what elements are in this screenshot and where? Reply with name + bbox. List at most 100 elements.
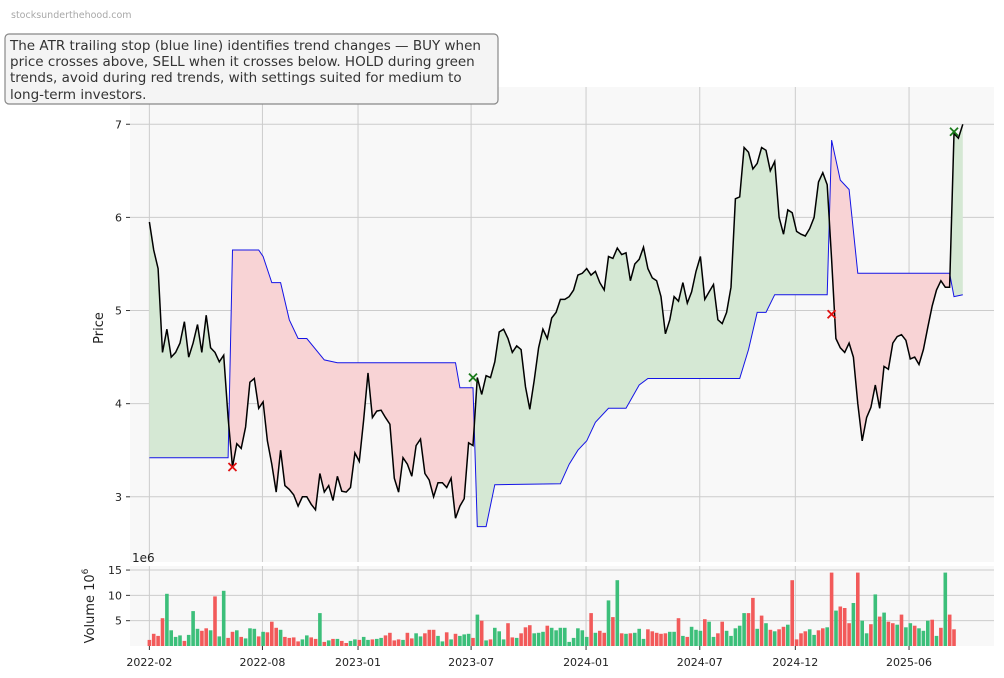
volume-bar-down: [388, 632, 392, 646]
volume-bar-up: [729, 635, 733, 646]
volume-bar-down: [803, 631, 808, 646]
volume-bar-down: [287, 637, 292, 646]
volume-bar-down: [790, 580, 794, 646]
volume-bar-up: [462, 634, 466, 646]
volume-bar-up: [772, 631, 777, 646]
volume-bar-down: [877, 616, 882, 646]
volume-bar-down: [663, 633, 668, 646]
sell-signal-marker: [826, 309, 837, 319]
volume-bar-down: [646, 629, 650, 646]
volume-bar-down: [912, 625, 917, 646]
volume-bar-down: [270, 621, 274, 646]
volume-bar-down: [239, 636, 243, 646]
volume-bar-up: [335, 638, 340, 646]
volume-bar-up: [375, 638, 379, 646]
volume-bar-up: [584, 636, 589, 646]
volume-bar-up: [873, 594, 878, 646]
buy-signal-marker: [949, 127, 959, 137]
volume-bar-down: [528, 625, 532, 646]
volume-bar-up: [497, 631, 501, 646]
volume-bar-up: [558, 627, 563, 646]
buy-signal-marker: [468, 372, 478, 383]
signal-markers: [227, 127, 959, 472]
volume-bar-up: [926, 620, 930, 646]
volume-bar-down: [296, 641, 300, 646]
watermark: stocksunderthehood.com: [11, 10, 132, 21]
volume-bar-up: [353, 639, 357, 646]
price-tick-label: 6: [115, 211, 122, 224]
volume-bar-down: [309, 637, 313, 646]
volume-bar-up: [668, 631, 672, 646]
annotation-frame: [4, 33, 499, 105]
volume-bar-up: [921, 630, 926, 646]
volume-bar-down: [799, 633, 803, 646]
annotation-line-4: long-term investors.: [10, 87, 146, 103]
date-tick-label: 2022-08: [239, 656, 285, 669]
volume-bar-up: [908, 623, 913, 646]
volume-bar-down: [777, 629, 781, 646]
volume-tick-label: 15: [108, 564, 122, 577]
volume-bar-down: [396, 639, 401, 646]
volume-bar-up: [305, 635, 309, 646]
volume-bar-down: [869, 624, 873, 646]
volume-bar-up: [733, 628, 738, 646]
volume-bar-down: [746, 613, 751, 646]
volume-bar-down: [720, 621, 724, 646]
volume-bar-down: [598, 630, 602, 646]
volume-bar-down: [147, 639, 152, 646]
volume-panel: 5 10 15 1e6 Volume 106 2022-02 2022-08 2023-…: [81, 551, 994, 669]
bullish-fill: [149, 222, 229, 458]
volume-bar-down: [650, 631, 655, 646]
volume-bar-up: [904, 627, 908, 646]
volume-bar-up: [191, 611, 195, 646]
volume-bar-up: [466, 633, 471, 646]
volume-bar-up: [252, 628, 257, 646]
volume-bar-down: [510, 637, 515, 646]
volume-bar-up: [484, 640, 488, 646]
price-tick-label: 4: [115, 398, 122, 411]
volume-bar-up: [860, 620, 864, 646]
volume-bar-down: [589, 613, 593, 646]
volume-bar-up: [475, 614, 480, 646]
volume-bar-up: [554, 630, 558, 646]
volume-bar-down: [703, 619, 707, 646]
volume-bar-up: [864, 633, 869, 646]
volume-bar-down: [313, 638, 318, 646]
volume-bar-up: [366, 639, 370, 646]
price-y-ticks: 3 4 5 6 7: [115, 118, 130, 504]
volume-bar-up: [812, 634, 816, 646]
volume-y-ticks: 5 10 15: [108, 564, 130, 628]
annotation-line-1: The ATR trailing stop (blue line) identi…: [9, 38, 481, 54]
volume-bar-down: [383, 635, 388, 646]
volume-bar-down: [842, 608, 847, 646]
volume-bar-up: [414, 633, 418, 646]
volume-bar-up: [361, 636, 366, 646]
volume-bar-down: [886, 621, 891, 646]
volume-bar-up: [943, 572, 948, 646]
volume-axis-label: Volume 106: [81, 568, 98, 643]
volume-bar-down: [427, 629, 432, 646]
volume-bar-down: [200, 630, 204, 646]
volume-bar-down: [716, 633, 720, 646]
volume-bar-down: [370, 639, 375, 646]
volume-bar-up: [917, 628, 921, 646]
sell-signal-marker: [227, 462, 238, 472]
volume-bar-down: [444, 632, 449, 646]
volume-bar-down: [847, 623, 851, 646]
volume-tick-label: 10: [108, 589, 122, 602]
volume-bar-down: [405, 632, 410, 646]
volume-bar-up: [532, 633, 536, 646]
volume-bar-up: [689, 626, 694, 646]
price-tick-label: 5: [115, 305, 122, 318]
volume-bar-down: [357, 639, 362, 646]
volume-bar-up: [698, 630, 703, 646]
volume-bar-up: [707, 621, 711, 646]
volume-bar-up: [248, 628, 252, 646]
volume-bar-down: [151, 633, 156, 646]
bearish-fill: [228, 250, 475, 519]
volume-bar-up: [278, 629, 283, 646]
volume-bar-up: [501, 639, 506, 646]
volume-bar-down: [471, 637, 475, 646]
volume-bar-down: [659, 633, 663, 646]
